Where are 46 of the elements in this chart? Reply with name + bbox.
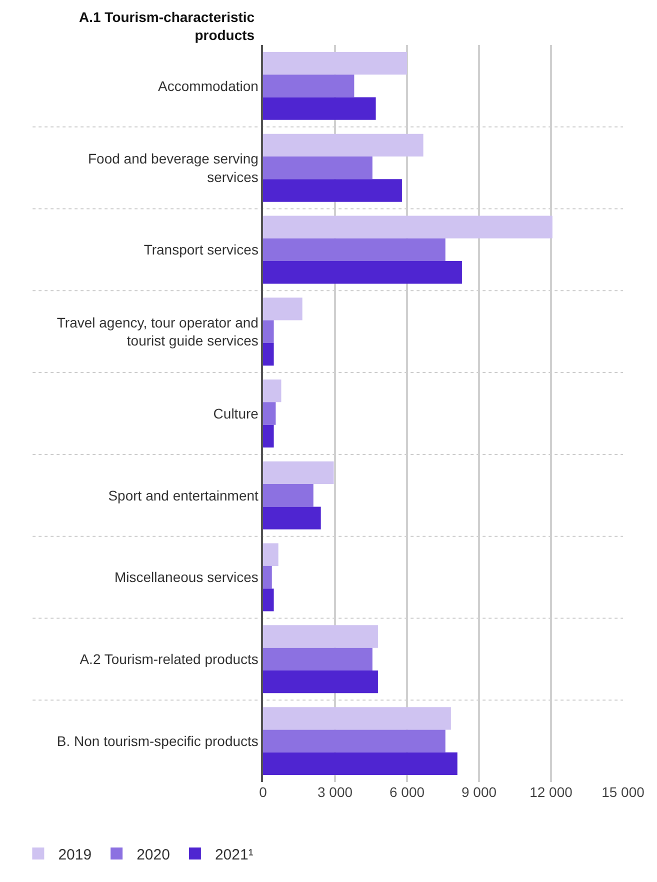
- x-tick-label: 0: [259, 784, 268, 800]
- bar: [263, 707, 451, 730]
- bar: [263, 402, 276, 425]
- bar: [263, 216, 552, 238]
- bar: [263, 506, 321, 530]
- y-tick-label: B. Non tourism-specific products: [56, 732, 258, 749]
- bar: [263, 156, 372, 180]
- legend-label: 2021¹: [214, 846, 254, 864]
- x-tick-label: 6 000: [389, 784, 425, 800]
- x-tick-label: 3 000: [317, 784, 353, 800]
- bar: [263, 298, 302, 320]
- bar: [263, 424, 274, 448]
- bar: [263, 752, 458, 776]
- y-tick-label: Culture: [213, 405, 259, 422]
- bar: [263, 380, 282, 402]
- bar: [263, 484, 314, 507]
- bar: [263, 648, 372, 670]
- bar: [263, 52, 407, 75]
- x-tick-label: 12 000: [530, 784, 573, 800]
- legend-label: 2019: [58, 846, 92, 864]
- bar: [263, 566, 272, 589]
- bar: [263, 461, 334, 484]
- y-tick-label: Miscellaneous services: [114, 569, 258, 586]
- y-tick-label: Food and beverage serving services: [88, 150, 258, 185]
- bar: [263, 97, 376, 120]
- y-tick-label: A.2 Tourism-related products: [80, 651, 258, 668]
- bar: [263, 588, 274, 612]
- y-tick-label: Travel agency, tour operator and tourist guide services: [56, 314, 258, 349]
- bar: [263, 74, 354, 98]
- bar: [263, 261, 462, 284]
- bar: [263, 670, 378, 694]
- y-tick-label: Sport and entertainment: [108, 487, 259, 504]
- bar: [263, 320, 274, 343]
- text: A.1 Tourism-characteristic products: [79, 9, 255, 44]
- y-tick-label: Transport services: [144, 242, 258, 258]
- bar: [263, 730, 446, 752]
- bar: [263, 238, 446, 262]
- x-tick-label: 9 000: [461, 784, 497, 800]
- bar: [263, 625, 378, 648]
- bar: [263, 342, 274, 366]
- x-tick-label: 15 000: [602, 784, 645, 800]
- legend-label: 2020: [136, 846, 170, 864]
- bar: [263, 543, 278, 566]
- bar: [263, 179, 402, 202]
- bar: [263, 134, 424, 157]
- y-tick-label: Accommodation: [158, 78, 258, 94]
